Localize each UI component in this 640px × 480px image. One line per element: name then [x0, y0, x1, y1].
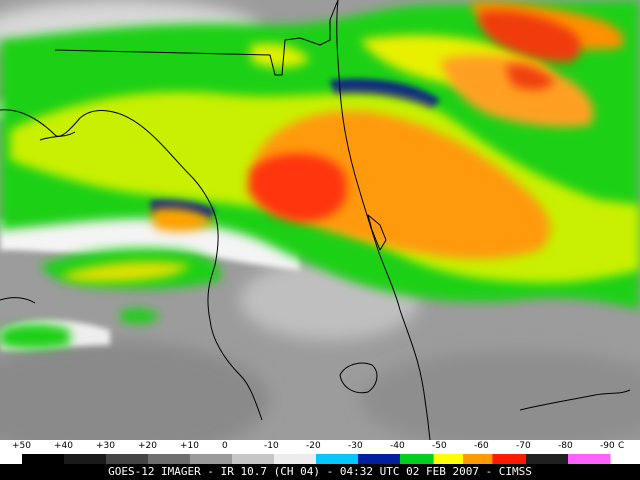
color-scale-tick-label: -80: [558, 441, 573, 451]
color-scale-segment: [492, 454, 527, 464]
coastline-outlines: [0, 0, 631, 440]
warm-gulf-region: [0, 340, 270, 440]
image-caption: GOES-12 IMAGER - IR 10.7 (CH 04) - 04:32…: [0, 464, 640, 480]
color-scale-tick-label: -10: [264, 441, 279, 451]
color-scale-segment: [232, 454, 275, 464]
color-scale-segment: [106, 454, 149, 464]
color-scale-segment: [568, 454, 611, 464]
color-scale-tick-label: -90: [600, 441, 615, 451]
color-scale-segment: [64, 454, 107, 464]
infrared-satellite-map: [0, 0, 640, 440]
color-scale-segment: [148, 454, 191, 464]
red-coldest-cloud-tops: [248, 10, 582, 222]
color-scale-segment: [463, 454, 493, 464]
color-scale-tick-label: +50: [12, 441, 31, 451]
color-scale-segment: [400, 454, 435, 464]
color-scale-unit: C: [618, 441, 625, 451]
color-scale-segment: [526, 454, 569, 464]
color-scale-bar: [0, 454, 640, 464]
color-scale-tick-label: -50: [432, 441, 447, 451]
color-scale-tick-label: +30: [96, 441, 115, 451]
color-scale-tick-label: -30: [348, 441, 363, 451]
color-scale-tick-label: +20: [138, 441, 157, 451]
color-scale-segment: [358, 454, 401, 464]
color-scale-tick-label: -60: [474, 441, 489, 451]
color-scale-tick-label: -40: [390, 441, 405, 451]
color-scale-labels: +50 +40 +30 +20 +10 0 -10 -20 -30 -40 -50 -60 -70 -80…: [0, 440, 640, 454]
color-scale-segment: [22, 454, 65, 464]
color-scale-tick-label: -20: [306, 441, 321, 451]
color-scale-segment: [433, 454, 464, 464]
color-scale-tick-label: -70: [516, 441, 531, 451]
color-scale-tick-label: 0: [222, 441, 228, 451]
color-scale-segment: [316, 454, 359, 464]
color-scale-tick-label: +40: [54, 441, 73, 451]
color-scale-segment: [274, 454, 317, 464]
color-scale-segment: [190, 454, 233, 464]
color-scale-tick-label: +10: [180, 441, 199, 451]
warm-atlantic-region: [360, 350, 640, 440]
